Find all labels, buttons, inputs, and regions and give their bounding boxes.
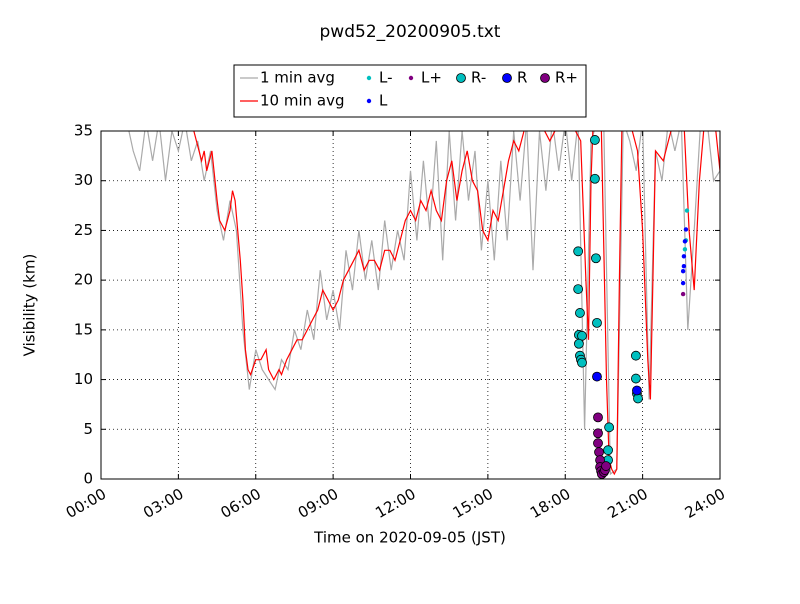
scatter-point — [604, 422, 614, 433]
scatter-point — [601, 461, 611, 471]
scatter-point — [632, 385, 642, 396]
scatter-point — [593, 412, 603, 423]
legend-swatch — [366, 75, 372, 81]
scatter-point — [575, 308, 585, 318]
y-tick-label: 15 — [74, 320, 93, 338]
scatter-point — [680, 280, 686, 286]
legend-swatch — [456, 73, 466, 83]
legend-label: 1 min avg — [260, 69, 335, 87]
y-tick-label: 30 — [74, 171, 93, 189]
scatter-point — [681, 264, 687, 269]
scatter-point — [592, 371, 602, 382]
scatter-point — [594, 447, 604, 458]
y-tick-label: 20 — [74, 271, 93, 289]
y-tick-label: 35 — [74, 122, 93, 140]
scatter-point — [684, 208, 690, 213]
legend — [233, 64, 587, 118]
scatter-point — [603, 445, 613, 456]
scatter-point — [592, 317, 602, 328]
scatter-point — [577, 357, 587, 368]
legend-label: R — [517, 69, 527, 87]
legend-label: L- — [379, 69, 393, 87]
plot-area — [128, 131, 720, 479]
y-tick-label: 25 — [74, 221, 93, 239]
legend-label: R+ — [555, 69, 578, 87]
scatter-point — [633, 393, 643, 404]
scatter-point — [680, 291, 686, 297]
scatter-point — [574, 338, 584, 349]
legend-swatch — [540, 73, 550, 83]
scatter-point — [631, 373, 641, 384]
scatter-point — [681, 254, 687, 259]
scatter-point — [573, 284, 584, 294]
scatter-point — [682, 239, 688, 244]
scatter-point — [593, 438, 603, 449]
y-tick-label: 0 — [83, 470, 93, 488]
legend-label: R- — [471, 69, 486, 87]
scatter-point — [683, 227, 689, 232]
scatter-point — [682, 247, 688, 252]
legend-label: 10 min avg — [260, 92, 345, 110]
scatter-point — [590, 173, 600, 184]
scatter-point — [593, 428, 603, 439]
chart-title: pwd52_20200905.txt — [320, 22, 501, 42]
legend-swatch — [366, 98, 372, 104]
scatter-point — [573, 246, 584, 257]
scatter-point — [591, 253, 601, 264]
scatter-point — [590, 135, 600, 145]
legend-swatch — [408, 75, 414, 81]
legend-entries: 1 min avg 10 min avg L- L L+ R- R R+ — [240, 69, 578, 110]
scatter-point — [631, 350, 641, 361]
x-axis-label: Time on 2020-09-05 (JST) — [313, 529, 506, 547]
y-axis-label: Visibility (km) — [21, 254, 39, 357]
y-tick-label: 5 — [83, 420, 93, 438]
y-tick-label: 10 — [74, 370, 93, 388]
scatter-point — [680, 268, 686, 274]
legend-swatch — [502, 73, 512, 83]
legend-label: L — [379, 92, 388, 110]
legend-label: L+ — [421, 69, 442, 87]
series-line — [193, 131, 720, 476]
